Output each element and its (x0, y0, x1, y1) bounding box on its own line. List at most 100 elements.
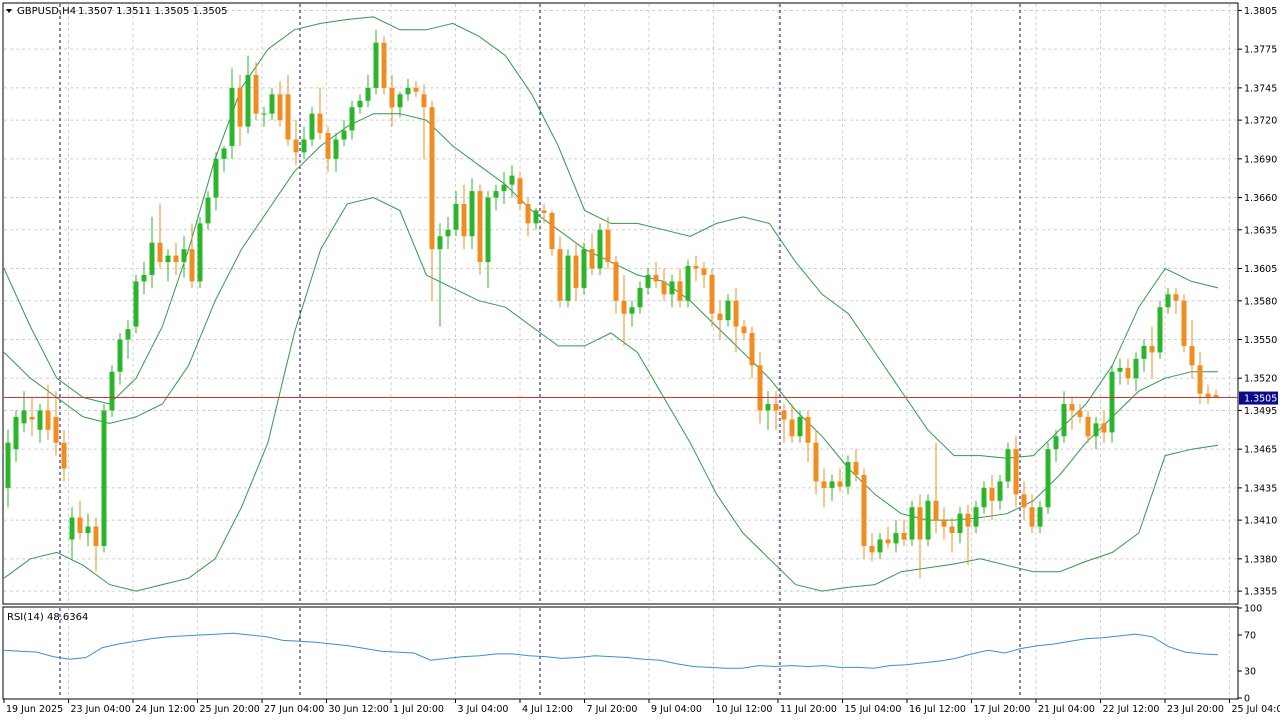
candle-body (1029, 507, 1035, 527)
candle-body (965, 513, 971, 527)
candle (429, 100, 435, 301)
candle (237, 74, 243, 146)
candle-body (1069, 404, 1075, 411)
date-tick-label: 25 Jun 20:00 (200, 704, 260, 715)
candle-body (909, 507, 915, 540)
candle (333, 133, 339, 172)
candle (1045, 442, 1051, 514)
candle-body (605, 229, 611, 263)
candle (1013, 436, 1019, 508)
candle-body (309, 113, 315, 140)
candle-body (981, 487, 987, 508)
candle-body (325, 133, 331, 159)
candle (1125, 358, 1131, 385)
candle-body (1045, 449, 1051, 508)
candle-body (741, 326, 747, 334)
current-price-label: 1.3505 (1244, 394, 1277, 405)
candle-body (389, 87, 395, 108)
candle-body (125, 329, 131, 340)
candle-body (469, 191, 475, 237)
candle-body (869, 545, 875, 553)
candle (357, 94, 363, 114)
candle-body (501, 184, 507, 192)
candle-body (1197, 365, 1203, 394)
candle (53, 391, 59, 456)
candle-body (669, 281, 675, 295)
candle (1133, 352, 1139, 392)
candle-body (221, 148, 227, 159)
date-tick-label: 23 Jul 20:00 (1167, 704, 1224, 715)
candle (509, 165, 515, 198)
candle-body (653, 274, 659, 282)
candle (45, 384, 51, 441)
candle (269, 87, 275, 121)
candle (605, 216, 611, 269)
candle-body (621, 300, 627, 314)
candle (949, 517, 955, 553)
candle-body (173, 255, 179, 263)
candle-body (1141, 345, 1147, 359)
candle (501, 171, 507, 204)
candle (245, 55, 251, 134)
candle (997, 474, 1003, 510)
price-tick-label: 1.3720 (1244, 116, 1277, 127)
candle-body (493, 191, 499, 198)
candle-body (29, 416, 35, 420)
candle (573, 242, 579, 301)
candle-body (765, 404, 771, 411)
candle (701, 262, 707, 288)
candle (525, 197, 531, 237)
candle-body (53, 416, 59, 443)
candle (445, 216, 451, 250)
candle (837, 468, 843, 492)
candle-body (301, 139, 307, 153)
candle (1093, 416, 1099, 450)
candle (669, 274, 675, 308)
candle (181, 236, 187, 278)
candle-body (1037, 507, 1043, 527)
date-tick-label: 17 Jul 20:00 (974, 704, 1031, 715)
candle (1189, 320, 1195, 379)
candle (61, 429, 67, 482)
symbol-label[interactable]: GBPUSD,H4 (17, 6, 76, 17)
candle-body (645, 274, 651, 288)
candle-body (5, 442, 11, 488)
candle (221, 145, 227, 172)
candle (965, 504, 971, 566)
candle (477, 184, 483, 275)
main-pane-frame (2, 2, 1239, 605)
candle (493, 184, 499, 211)
candle-body (1061, 404, 1067, 437)
candle-body (349, 107, 355, 131)
date-tick-label: 23 Jun 04:00 (71, 704, 131, 715)
candle-body (597, 229, 603, 269)
candle (413, 81, 419, 97)
candle-body (149, 242, 155, 275)
candle (293, 120, 299, 166)
candle-body (453, 204, 459, 230)
ohlc-values: 1.3507 1.3511 1.3505 1.3505 (78, 6, 228, 17)
candle-body (917, 507, 923, 540)
candle-body (861, 474, 867, 546)
candle-body (1109, 371, 1115, 433)
candle (1077, 404, 1083, 424)
candle-body (1181, 300, 1187, 346)
candle-body (109, 371, 115, 411)
candle-body (373, 42, 379, 88)
candle-body (1205, 393, 1211, 398)
candle-body (293, 139, 299, 153)
candle-body (957, 513, 963, 534)
candle-body (37, 410, 43, 430)
price-tick-label: 1.3660 (1244, 193, 1277, 204)
candle (205, 191, 211, 230)
candle (845, 455, 851, 495)
candle-body (941, 520, 947, 527)
candle (1141, 339, 1147, 372)
candle (93, 517, 99, 572)
candle (533, 207, 539, 230)
candle-body (397, 94, 403, 108)
candle-body (1093, 423, 1099, 437)
symbol-dropdown-icon[interactable] (6, 9, 12, 13)
candle (437, 223, 443, 327)
